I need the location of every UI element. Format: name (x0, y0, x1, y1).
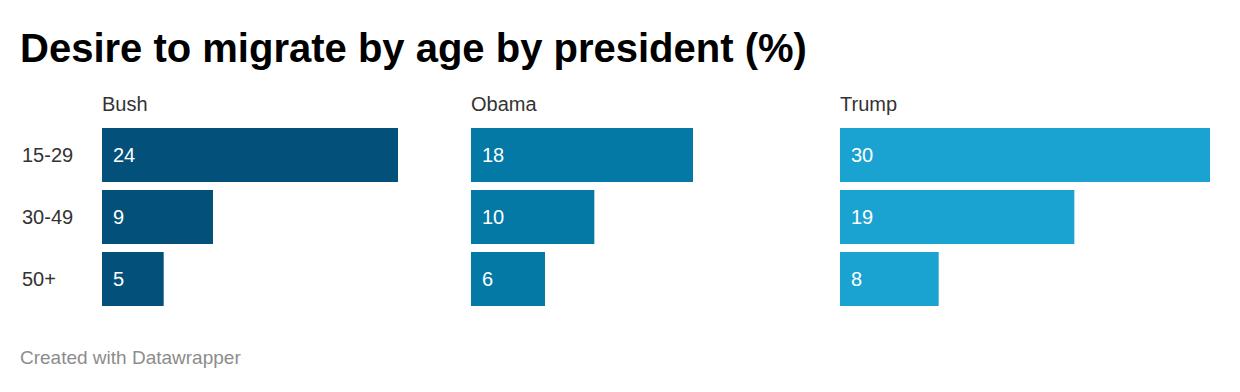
chart-container: Desire to migrate by age by president (%… (0, 0, 1240, 392)
bar (840, 252, 939, 306)
panel-header: Bush (102, 93, 148, 115)
data-label: 8 (851, 268, 862, 290)
bar (840, 128, 1210, 182)
data-label: 10 (482, 206, 504, 228)
bar (471, 128, 693, 182)
data-label: 18 (482, 144, 504, 166)
data-label: 30 (851, 144, 873, 166)
bar (471, 190, 594, 244)
bars (471, 128, 693, 306)
data-label: 5 (113, 268, 124, 290)
bar (102, 128, 398, 182)
category-label: 15-29 (22, 144, 73, 166)
panel-header: Obama (471, 93, 537, 115)
category-label: 30-49 (22, 206, 73, 228)
bar (471, 252, 545, 306)
bar (102, 190, 213, 244)
bars (102, 128, 398, 306)
panel-header: Trump (840, 93, 897, 115)
category-label: 50+ (22, 268, 56, 290)
chart-svg: Desire to migrate by age by president (%… (0, 0, 1240, 392)
data-label: 24 (113, 144, 135, 166)
bars (840, 128, 1210, 306)
caption: Created with Datawrapper (20, 347, 241, 368)
data-label: 9 (113, 206, 124, 228)
data-label: 6 (482, 268, 493, 290)
bar (840, 190, 1074, 244)
data-label: 19 (851, 206, 873, 228)
title: Desire to migrate by age by president (%… (20, 26, 807, 70)
bar (102, 252, 164, 306)
